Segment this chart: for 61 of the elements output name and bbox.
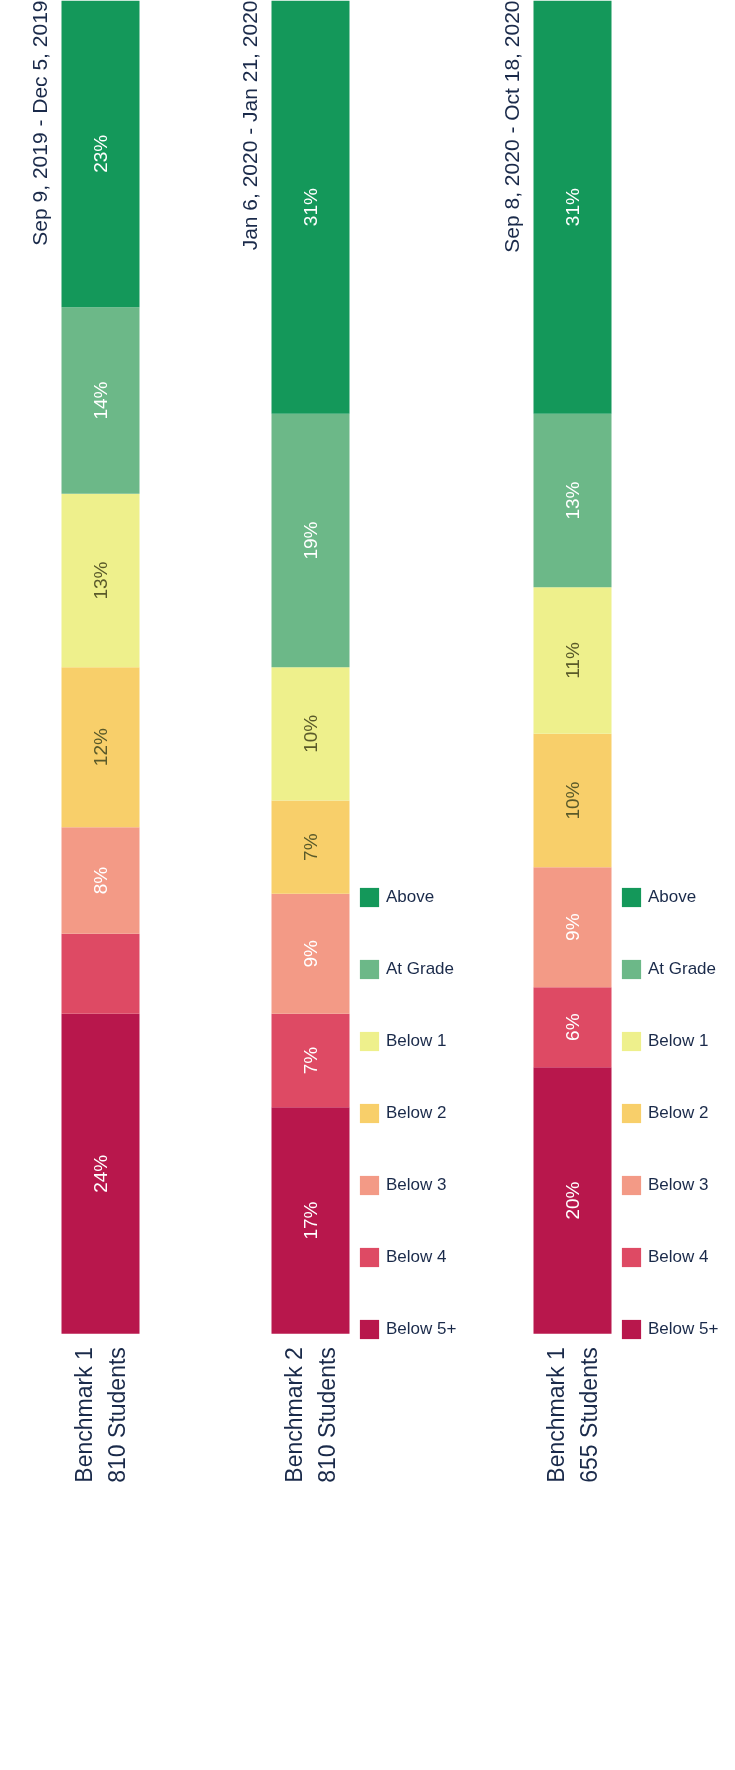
- data-label: 17%: [300, 1201, 321, 1240]
- bar: [61, 667, 140, 828]
- x-tick-label: Benchmark 2 810 Students: [280, 1347, 341, 1483]
- bar: [61, 307, 140, 494]
- data-label: 24%: [90, 1154, 111, 1193]
- text: Below 4: [648, 1247, 709, 1268]
- data-label: 12%: [90, 728, 111, 767]
- data-label: 13%: [562, 481, 583, 520]
- bar: [271, 893, 350, 1014]
- text: Below 2: [648, 1103, 709, 1124]
- data-label: 20%: [562, 1181, 583, 1220]
- text: Below 1: [648, 1031, 709, 1052]
- data-label: 6%: [562, 1013, 583, 1041]
- data-label: 7%: [300, 1046, 321, 1075]
- bar: [271, 1013, 350, 1108]
- data-label: 9%: [562, 913, 583, 941]
- bar: [61, 0, 140, 308]
- bar: [271, 800, 350, 894]
- x-tick-label: Benchmark 1 655 Students: [542, 1347, 603, 1483]
- bar: [61, 933, 140, 1014]
- data-label: 23%: [90, 134, 111, 173]
- bar: [61, 827, 140, 934]
- legend-label: Below 1: [386, 1031, 447, 1052]
- bar: [533, 733, 612, 868]
- text: Below 3: [648, 1175, 709, 1196]
- data-label: 10%: [300, 714, 321, 753]
- legend-label: Above: [386, 887, 435, 908]
- data-label: 13%: [90, 561, 111, 600]
- data-label: 31%: [562, 188, 583, 227]
- bar: [533, 1067, 612, 1334]
- bar: [271, 1107, 350, 1334]
- legend-label: Below 2: [386, 1103, 447, 1124]
- bar: [61, 1013, 140, 1334]
- data-label: 7%: [300, 833, 321, 861]
- data-label: 9%: [300, 940, 321, 968]
- bar: [533, 987, 612, 1068]
- data-label: 10%: [562, 781, 583, 820]
- legend-label: Below 3: [386, 1175, 447, 1196]
- x-tick-label: Benchmark 1 810 Students: [70, 1347, 131, 1483]
- text: Sep 9, 2019 - Dec 5, 2019: [28, 0, 51, 246]
- legend-label: At Grade: [386, 959, 455, 980]
- data-label: 8%: [90, 866, 111, 895]
- text: Above: [648, 887, 697, 908]
- text: Below 5+: [648, 1319, 719, 1340]
- bar: [271, 413, 350, 668]
- bar: [533, 867, 612, 988]
- legend-label: Below 5+: [386, 1319, 457, 1340]
- bar: [271, 667, 350, 801]
- data-label: 11%: [562, 642, 583, 679]
- bar: [533, 587, 612, 734]
- bar: [61, 493, 140, 668]
- legend-label: Below 4: [386, 1247, 447, 1268]
- data-label: 31%: [300, 188, 321, 227]
- text: Sep 8, 2020 - Oct 18, 2020: [500, 0, 523, 253]
- text: Jan 6, 2020 - Jan 21, 2020: [238, 0, 261, 251]
- bar: [533, 0, 612, 414]
- data-label: 14%: [90, 381, 111, 420]
- data-label: 19%: [300, 521, 321, 560]
- bar: [271, 0, 350, 414]
- text: At Grade: [648, 959, 717, 980]
- bar: [533, 413, 612, 588]
